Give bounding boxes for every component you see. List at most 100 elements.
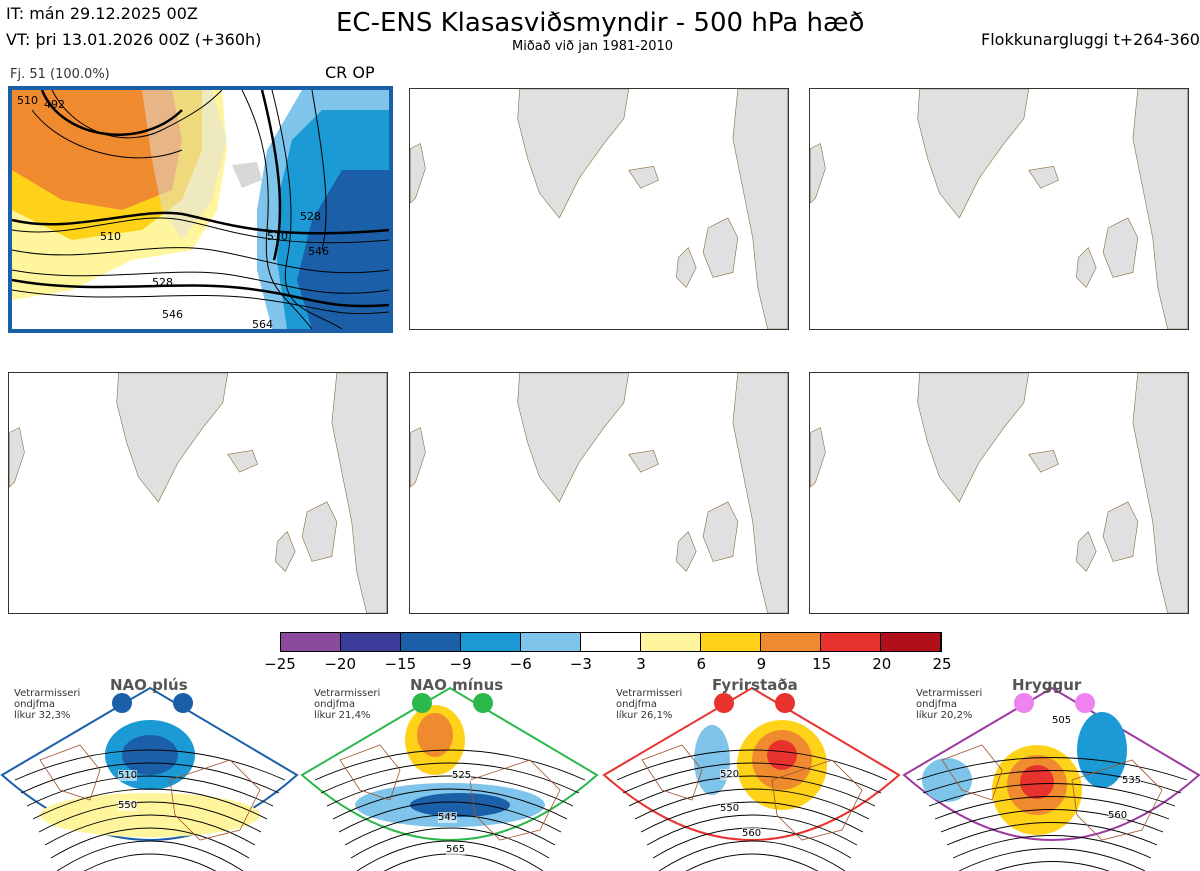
- regime-map: [0, 686, 299, 871]
- page-title: EC-ENS Klasasviðsmyndir - 500 hPa hæð: [336, 8, 865, 38]
- contour-label: 510: [17, 94, 38, 107]
- colorbar-tick-label: −9: [449, 655, 472, 673]
- colorbar-tick-label: −25: [264, 655, 296, 673]
- contour-label: 560: [742, 828, 762, 839]
- colorbar-segment: [521, 633, 581, 651]
- regime-map: [602, 686, 901, 871]
- contour-label: 545: [438, 812, 458, 823]
- height-contour: [26, 775, 274, 807]
- height-contour: [326, 775, 574, 807]
- contour-label: 550: [720, 803, 740, 814]
- colorbar-tick-label: 15: [812, 655, 832, 673]
- contour-label: 505: [1052, 715, 1072, 726]
- height-contour: [940, 809, 1164, 833]
- regime-dot-icon: [473, 693, 493, 713]
- valid-time: VT: þri 13.01.2026 00Z (+360h): [6, 30, 262, 49]
- regime-dot-icon: [775, 693, 795, 713]
- contour-label: 546: [162, 308, 183, 321]
- colorbar-tick-label: −6: [509, 655, 532, 673]
- colorbar-segment: [401, 633, 461, 651]
- regime-probability-note: Vetrarmisseri ondjfma líkur 26,1%: [616, 688, 683, 721]
- height-contour: [616, 749, 888, 781]
- height-contour: [622, 762, 882, 794]
- colorbar-tick-label: −20: [324, 655, 356, 673]
- regime-probability-note: Vetrarmisseri ondjfma líkur 32,3%: [14, 688, 81, 721]
- cluster-panel-2[interactable]: [409, 88, 789, 330]
- contour-label: 528: [300, 210, 321, 223]
- contour-label: 525: [452, 770, 472, 781]
- contour-label: 492: [44, 98, 65, 111]
- colorbar-segment: [881, 633, 941, 651]
- regime-probability-note: Vetrarmisseri ondjfma líkur 21,4%: [314, 688, 381, 721]
- height-contour: [646, 814, 858, 846]
- height-contour: [952, 835, 1152, 859]
- anomaly-blob: [410, 793, 510, 817]
- colorbar-tick-label: 3: [636, 655, 646, 673]
- anomaly-blob: [122, 735, 178, 775]
- height-contour: [928, 783, 1176, 807]
- anomaly-blob: [922, 758, 972, 802]
- regime-name: NAO mínus: [410, 676, 504, 694]
- cluster-panel-1[interactable]: 510 492 510 528 546 510 528 546 564: [8, 86, 393, 333]
- height-contour: [56, 840, 244, 871]
- height-contour: [634, 788, 870, 820]
- regime-dot-icon: [1075, 693, 1095, 713]
- height-contour: [50, 827, 250, 859]
- coastline: [941, 744, 1163, 841]
- cluster-map-1: [12, 90, 389, 329]
- cluster-panel-3[interactable]: [809, 88, 1189, 330]
- cluster-member-count: Fj. 51 (100.0%): [10, 67, 110, 82]
- colorbar-segment: [581, 633, 641, 651]
- regime-name: NAO plús: [110, 676, 188, 694]
- regime-dot-icon: [1014, 693, 1034, 713]
- contour-label: 528: [152, 276, 173, 289]
- cluster-panel-4[interactable]: [8, 372, 388, 614]
- height-contour: [332, 788, 568, 820]
- contour-label: 510: [118, 770, 138, 781]
- height-contour: [994, 861, 1110, 871]
- cluster-panel-6[interactable]: [809, 372, 1189, 614]
- colorbar-segment: [281, 633, 341, 651]
- height-contour: [922, 770, 1182, 794]
- regime-dot-icon: [412, 693, 432, 713]
- height-contour: [320, 762, 580, 794]
- colorbar-tick-label: 9: [756, 655, 767, 673]
- height-contour: [338, 801, 562, 833]
- colorbar-tick-label: −3: [569, 655, 592, 673]
- contour-label: 546: [308, 245, 329, 258]
- regime-dot-icon: [112, 693, 132, 713]
- height-contour: [44, 814, 256, 846]
- height-contour: [383, 853, 517, 871]
- contour-label: 560: [1108, 810, 1128, 821]
- contour-label: 520: [720, 769, 740, 780]
- height-contour: [658, 840, 846, 871]
- colorbar-segment: [761, 633, 821, 651]
- regime-name: Fyrirstaða: [712, 676, 798, 694]
- regime-map: [300, 686, 599, 871]
- regime-map: [902, 686, 1200, 871]
- cluster-panel-5[interactable]: [409, 372, 789, 614]
- contour-label: 510: [267, 230, 288, 243]
- anomaly-blob: [767, 740, 797, 770]
- height-contour: [916, 757, 1188, 781]
- regime-dot-icon: [173, 693, 193, 713]
- colorbar-segment: [461, 633, 521, 651]
- contour-label: 564: [252, 318, 273, 331]
- height-contour: [20, 762, 280, 794]
- coastline: [39, 744, 261, 841]
- colorbar-segment: [341, 633, 401, 651]
- page-subtitle: Miðað við jan 1981-2010: [512, 39, 674, 54]
- anomaly-blob: [1077, 712, 1127, 788]
- height-contour: [32, 788, 268, 820]
- coastline: [339, 744, 561, 841]
- cluster-badge: CR OP: [325, 63, 375, 82]
- height-contour: [14, 749, 286, 781]
- contour-label: 565: [446, 844, 466, 855]
- height-contour: [83, 853, 217, 871]
- colorbar-tick-label: 20: [872, 655, 892, 673]
- height-contour: [628, 775, 876, 807]
- coastline: [641, 744, 863, 841]
- colorbar-segment: [821, 633, 881, 651]
- colorbar-tick-label: 6: [696, 655, 707, 673]
- colorbar-segment: [701, 633, 761, 651]
